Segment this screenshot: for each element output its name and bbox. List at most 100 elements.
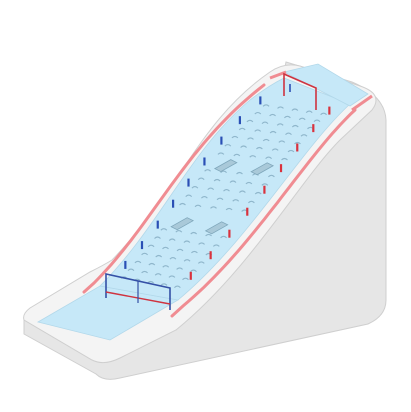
mogul [204, 169, 211, 172]
top-rail-segment [351, 94, 373, 112]
mogul [169, 257, 177, 260]
mogul [168, 238, 176, 241]
start-area [282, 63, 369, 107]
mogul [212, 244, 220, 247]
mogul [291, 108, 299, 111]
mogul [176, 248, 184, 252]
air-jump-icon [204, 221, 229, 235]
mogul [207, 187, 215, 191]
mogul [148, 262, 156, 266]
mogul [225, 207, 233, 211]
mogul [281, 157, 288, 161]
mogul [176, 267, 183, 270]
mogul [249, 155, 257, 158]
mogul [269, 130, 277, 134]
mogul [285, 132, 292, 136]
mogul [191, 250, 198, 254]
mogul [262, 138, 270, 142]
left-safety-rail [82, 83, 266, 294]
course-gates [124, 96, 331, 280]
mogul [284, 115, 291, 119]
mogul [313, 119, 321, 123]
mogul [190, 269, 197, 273]
mogul [179, 202, 186, 206]
mogul [220, 170, 227, 174]
mogul [305, 110, 313, 114]
mogul [191, 186, 199, 189]
mogul [248, 200, 255, 204]
mogul [213, 178, 221, 182]
start-gate-frame [283, 72, 317, 110]
mogul [147, 244, 155, 248]
mogul [141, 270, 148, 274]
mogul [201, 196, 208, 199]
mogul [154, 273, 162, 276]
mogul [245, 181, 253, 185]
air-jump-icon [213, 159, 238, 173]
mogul [271, 148, 279, 151]
mogul [223, 189, 230, 192]
mogul [231, 135, 239, 139]
mogul [236, 171, 243, 175]
mogul [198, 242, 205, 245]
mogul [185, 194, 193, 198]
mogul [233, 153, 241, 157]
mogul [194, 204, 202, 208]
mogul [160, 228, 168, 231]
mogul [162, 246, 169, 250]
air-jumps [170, 159, 275, 235]
mogul [278, 140, 286, 143]
mogul [254, 129, 262, 132]
mogul [261, 183, 269, 186]
mogul [141, 252, 148, 256]
mogul [190, 231, 198, 235]
mogul [183, 259, 191, 262]
mogul [197, 177, 205, 181]
mogul [261, 121, 269, 125]
mogul [182, 277, 189, 281]
mogul [216, 197, 224, 201]
mogul [134, 260, 142, 264]
mogul [277, 106, 284, 109]
mogul [239, 190, 246, 193]
mogul [210, 206, 217, 209]
mogul [205, 233, 212, 237]
mogul [320, 112, 327, 116]
finish-gate-icon [105, 273, 171, 310]
mogul [154, 236, 161, 239]
right-safety-rail [170, 108, 357, 318]
start-gate-icon [283, 72, 317, 110]
mogul [246, 119, 254, 123]
mogul [162, 265, 170, 268]
mogul [183, 240, 191, 243]
mogul [220, 235, 227, 239]
mogul [276, 123, 284, 126]
mogul [160, 283, 168, 286]
mogul [300, 134, 308, 137]
mogul [197, 261, 205, 264]
mogul [291, 124, 299, 128]
mogul [254, 111, 262, 115]
mogul [174, 285, 181, 289]
mogul [254, 191, 262, 195]
mogul [256, 146, 263, 150]
mogul [232, 199, 240, 202]
mogul [298, 117, 306, 121]
mogul [262, 104, 270, 107]
mogul [229, 180, 237, 183]
mogul [247, 137, 254, 140]
mogul [269, 113, 276, 117]
air-jump-icon [250, 162, 275, 176]
mogul [287, 149, 295, 153]
mogul [238, 127, 246, 131]
mogul [224, 144, 232, 147]
air-jump-icon [170, 217, 195, 231]
mogul [175, 230, 183, 233]
mogul [294, 141, 301, 145]
mogul [217, 152, 225, 155]
mogul [268, 174, 275, 178]
mogul [155, 254, 163, 258]
mogul [240, 145, 247, 148]
mogul [168, 275, 176, 278]
